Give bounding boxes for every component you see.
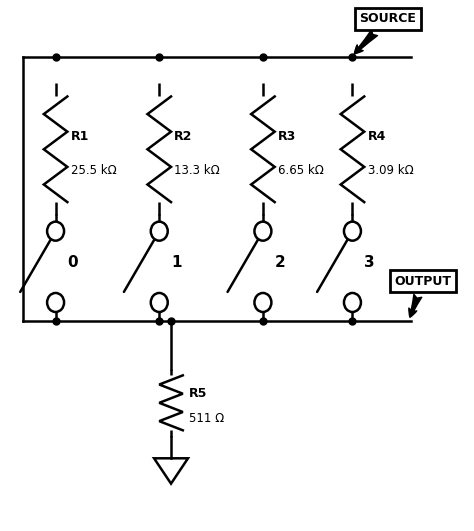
Text: OUTPUT: OUTPUT bbox=[395, 275, 452, 318]
Text: 13.3 kΩ: 13.3 kΩ bbox=[174, 164, 220, 177]
Text: R4: R4 bbox=[367, 130, 386, 143]
Text: R2: R2 bbox=[174, 130, 193, 143]
Circle shape bbox=[255, 221, 272, 241]
Circle shape bbox=[255, 293, 272, 312]
Text: 3.09 kΩ: 3.09 kΩ bbox=[367, 164, 413, 177]
Text: R1: R1 bbox=[71, 130, 89, 143]
Circle shape bbox=[47, 221, 64, 241]
Circle shape bbox=[344, 293, 361, 312]
Text: 2: 2 bbox=[275, 255, 285, 270]
Text: 6.65 kΩ: 6.65 kΩ bbox=[278, 164, 324, 177]
Circle shape bbox=[344, 221, 361, 241]
Text: 25.5 kΩ: 25.5 kΩ bbox=[71, 164, 117, 177]
Text: 1: 1 bbox=[171, 255, 182, 270]
Text: 0: 0 bbox=[67, 255, 78, 270]
Text: 511 Ω: 511 Ω bbox=[189, 412, 224, 425]
Text: 3: 3 bbox=[364, 255, 375, 270]
Circle shape bbox=[151, 221, 168, 241]
Circle shape bbox=[151, 293, 168, 312]
Circle shape bbox=[47, 293, 64, 312]
Text: R5: R5 bbox=[189, 387, 207, 400]
Text: SOURCE: SOURCE bbox=[355, 12, 416, 54]
Text: R3: R3 bbox=[278, 130, 296, 143]
